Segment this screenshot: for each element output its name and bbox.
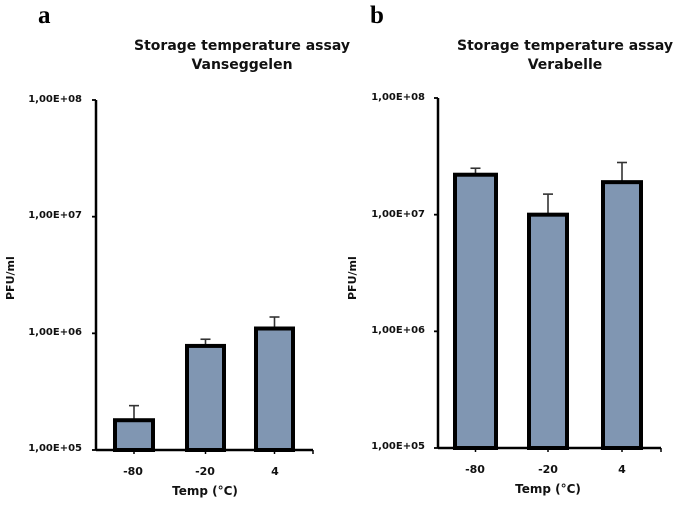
bar-4 (601, 180, 643, 450)
panel-b-xtick-0: -80 (465, 463, 485, 476)
panel-a-title-line2: Vanseggelen (191, 57, 293, 73)
panel-b-title-line1: Storage temperature assay (457, 38, 673, 54)
panel-a-plot (92, 99, 314, 454)
panel-b-xtick-1: -20 (538, 463, 558, 476)
bar--80 (453, 172, 498, 451)
panel-a-ytick-1e6: 1,00E+06 (28, 327, 82, 338)
panel-a-ytick-1e8: 1,00E+08 (28, 94, 82, 105)
bar-4 (254, 326, 295, 452)
panel-b-ytick-1e6: 1,00E+06 (371, 325, 425, 336)
bar--20 (527, 212, 569, 450)
panel-a-xlabel: Temp (°C) (172, 484, 238, 498)
panel-a-xtick-1: -20 (195, 465, 215, 478)
panel-a-ytick-1e5: 1,00E+05 (28, 443, 82, 454)
panel-b-ytick-1e8: 1,00E+08 (371, 92, 425, 103)
bar--20 (185, 343, 226, 453)
panel-b-plot (434, 97, 662, 452)
panel-b-ytick-1e7: 1,00E+07 (371, 209, 425, 220)
panel-b-ytick-1e5: 1,00E+05 (371, 441, 425, 452)
panel-a-xtick-0: -80 (123, 465, 143, 478)
panel-b-xlabel: Temp (°C) (515, 482, 581, 496)
panel-a-title: Storage temperature assay Vanseggelen (112, 37, 372, 75)
panel-b-title: Storage temperature assay Verabelle (435, 37, 685, 75)
panel-b-letter: b (370, 2, 384, 29)
panel-a-ytick-1e7: 1,00E+07 (28, 210, 82, 221)
bar--80 (113, 418, 155, 452)
panel-b-xtick-2: 4 (618, 463, 626, 476)
panel-a-xtick-2: 4 (271, 465, 279, 478)
panel-b-title-line2: Verabelle (527, 57, 603, 73)
panel-a-title-line1: Storage temperature assay (134, 38, 350, 54)
panel-a-letter: a (38, 2, 51, 29)
